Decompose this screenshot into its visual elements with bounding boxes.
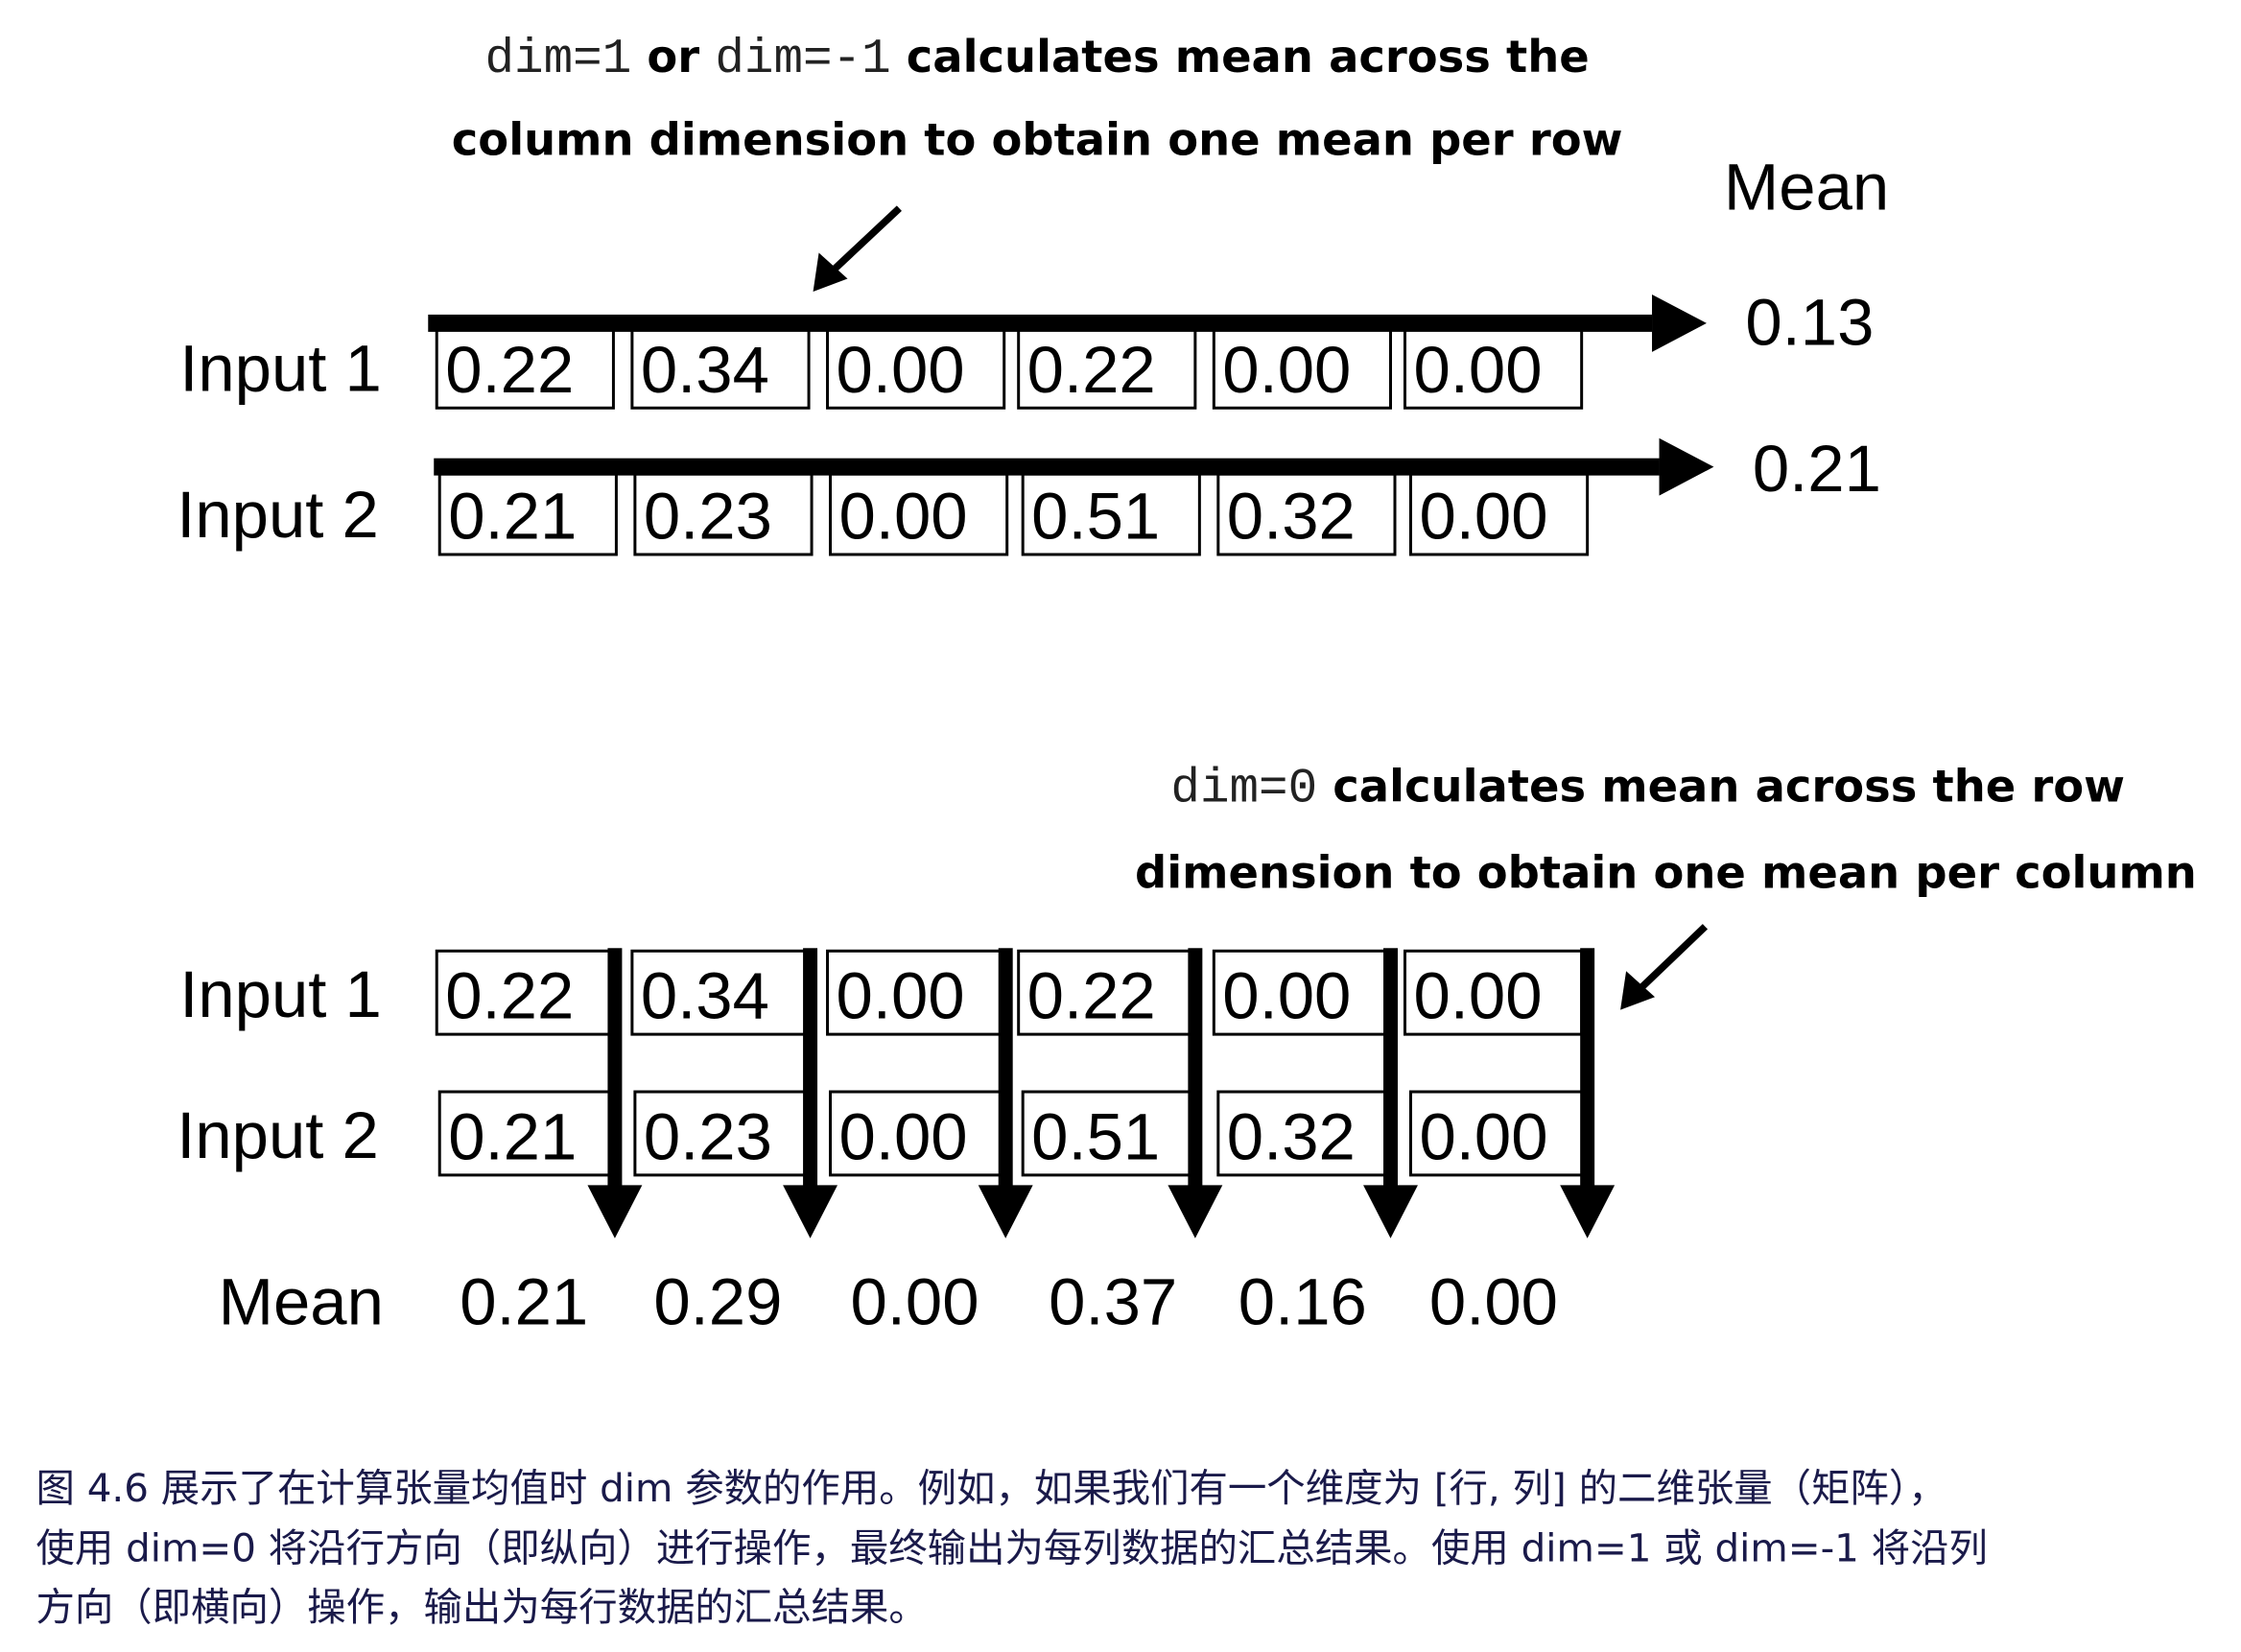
tensor-cell [1408, 472, 1590, 556]
cell-value: 0.32 [1227, 1099, 1356, 1173]
column-mean-arrow [1363, 948, 1418, 1239]
cell-value: 0.34 [641, 333, 769, 407]
annotation-text: calculates mean across the [891, 31, 1590, 83]
cell-value: 0.00 [837, 333, 965, 407]
row-mean-value: 0.21 [1753, 432, 1881, 506]
tensor-cell [1021, 1090, 1201, 1177]
cell-value: 0.32 [1227, 480, 1356, 554]
cell-value: 0.22 [1027, 959, 1156, 1033]
cell-value: 0.21 [448, 1099, 577, 1173]
column-mean-arrow [783, 948, 838, 1239]
row-label: Input 1 [179, 331, 382, 405]
top-rows: Input 1 0.22 0.34 0.00 0.22 0.00 0.000.13Input… [177, 285, 1881, 556]
row-label: Input 2 [177, 1098, 379, 1172]
tensor-cell [435, 949, 615, 1036]
bottom-row-1: Input 1 0.22 0.34 0.00 0.22 0.00 0.00 [179, 949, 1584, 1036]
top-mean-header: Mean [1724, 151, 1889, 224]
cell-value: 0.00 [1419, 480, 1547, 554]
tensor-cell [1403, 949, 1584, 1036]
code-dim-neg1: dim=-1 [715, 33, 890, 87]
row-label: Input 2 [177, 478, 379, 552]
tensor-cell [630, 325, 811, 410]
cell-value: 0.00 [1413, 959, 1542, 1033]
column-mean-arrow [1168, 948, 1223, 1239]
cell-value: 0.21 [448, 480, 577, 554]
top-row-2: Input 2 0.21 0.23 0.00 0.51 0.32 0.00 0.21 [177, 432, 1881, 556]
tensor-cell [1212, 949, 1393, 1036]
bottom-means: 0.21 0.29 0.00 0.37 0.16 0.00 [460, 1265, 1558, 1339]
cell-value: 0.22 [445, 333, 574, 407]
cell-value: 0.34 [641, 959, 769, 1033]
tensor-cell [1212, 325, 1393, 410]
tensor-cell [633, 1090, 814, 1177]
cell-value: 0.00 [837, 959, 965, 1033]
tensor-cell [829, 472, 1009, 556]
cell-value: 0.23 [644, 1099, 772, 1173]
column-mean-value: 0.37 [1049, 1265, 1177, 1339]
tensor-cell [1408, 1090, 1590, 1177]
cell-value: 0.51 [1031, 1099, 1160, 1173]
tensor-cell [437, 1090, 618, 1177]
caption-line: 使用 dim=0 将沿行方向（即纵向）进行操作，最终输出为每列数据的汇总结果。使… [35, 1525, 1987, 1571]
code-dim0: dim=0 [1170, 763, 1317, 817]
tensor-cell [630, 949, 811, 1036]
cell-value: 0.00 [1222, 333, 1351, 407]
top-row-1: Input 1 0.22 0.34 0.00 0.22 0.00 0.00 0.13 [179, 285, 1874, 410]
cell-value: 0.00 [1222, 959, 1351, 1033]
row-mean-arrow [434, 437, 1714, 496]
tensor-cell [1403, 325, 1584, 410]
bottom-annotation-line2: dimension to obtain one mean per column [1135, 846, 2197, 898]
column-mean-value: 0.00 [850, 1265, 979, 1339]
tensor-cell [437, 472, 618, 556]
top-annotation-line1: dim=1 or dim=-1 calculates mean across t… [485, 31, 1590, 87]
cell-value: 0.22 [1027, 333, 1156, 407]
top-annotation-line2: column dimension to obtain one mean per … [452, 114, 1623, 166]
top-pointer-arrow [813, 205, 902, 292]
tensor-cell [1216, 472, 1397, 556]
tensor-cell [826, 949, 1006, 1036]
code-dim1: dim=1 [485, 33, 632, 87]
column-mean-value: 0.00 [1429, 1265, 1558, 1339]
cell-value: 0.00 [1413, 333, 1542, 407]
tensor-cell [633, 472, 814, 556]
column-mean-value: 0.29 [653, 1265, 782, 1339]
column-mean-value: 0.16 [1238, 1265, 1367, 1339]
column-mean-arrow [587, 948, 643, 1239]
row-mean-arrow [428, 294, 1707, 352]
bottom-rows: Input 1 0.22 0.34 0.00 0.22 0.00 0.00 Input 2 0.… [177, 948, 1616, 1239]
tensor-cell [1017, 949, 1197, 1036]
cell-value: 0.00 [839, 1099, 968, 1173]
cell-value: 0.00 [839, 480, 968, 554]
annotation-or: or [631, 31, 715, 83]
column-mean-value: 0.21 [460, 1265, 588, 1339]
column-mean-arrow [978, 948, 1033, 1239]
figure-caption: 图 4.6 展示了在计算张量均值时 dim 参数的作用。例如，如果我们有一个维度… [35, 1465, 1987, 1630]
caption-line: 图 4.6 展示了在计算张量均值时 dim 参数的作用。例如，如果我们有一个维度… [35, 1465, 1946, 1511]
cell-value: 0.00 [1419, 1099, 1547, 1173]
bottom-pointer-arrow [1620, 924, 1709, 1010]
cell-value: 0.22 [445, 959, 574, 1033]
bottom-annotation-line1: dim=0 calculates mean across the row [1170, 761, 2125, 817]
bottom-mean-label: Mean [219, 1265, 384, 1339]
tensor-cell [829, 1090, 1009, 1177]
row-label: Input 1 [179, 957, 382, 1031]
caption-line: 方向（即横向）操作，输出为每行数据的汇总结果。 [35, 1584, 927, 1630]
annotation-text: calculates mean across the row [1317, 761, 2125, 813]
row-mean-value: 0.13 [1745, 285, 1874, 359]
bottom-row-2: Input 2 0.21 0.23 0.00 0.51 0.32 0.00 [177, 1090, 1590, 1177]
tensor-cell [1216, 1090, 1397, 1177]
cell-value: 0.23 [644, 480, 772, 554]
column-mean-arrow [1560, 948, 1616, 1239]
cell-value: 0.51 [1031, 480, 1160, 554]
